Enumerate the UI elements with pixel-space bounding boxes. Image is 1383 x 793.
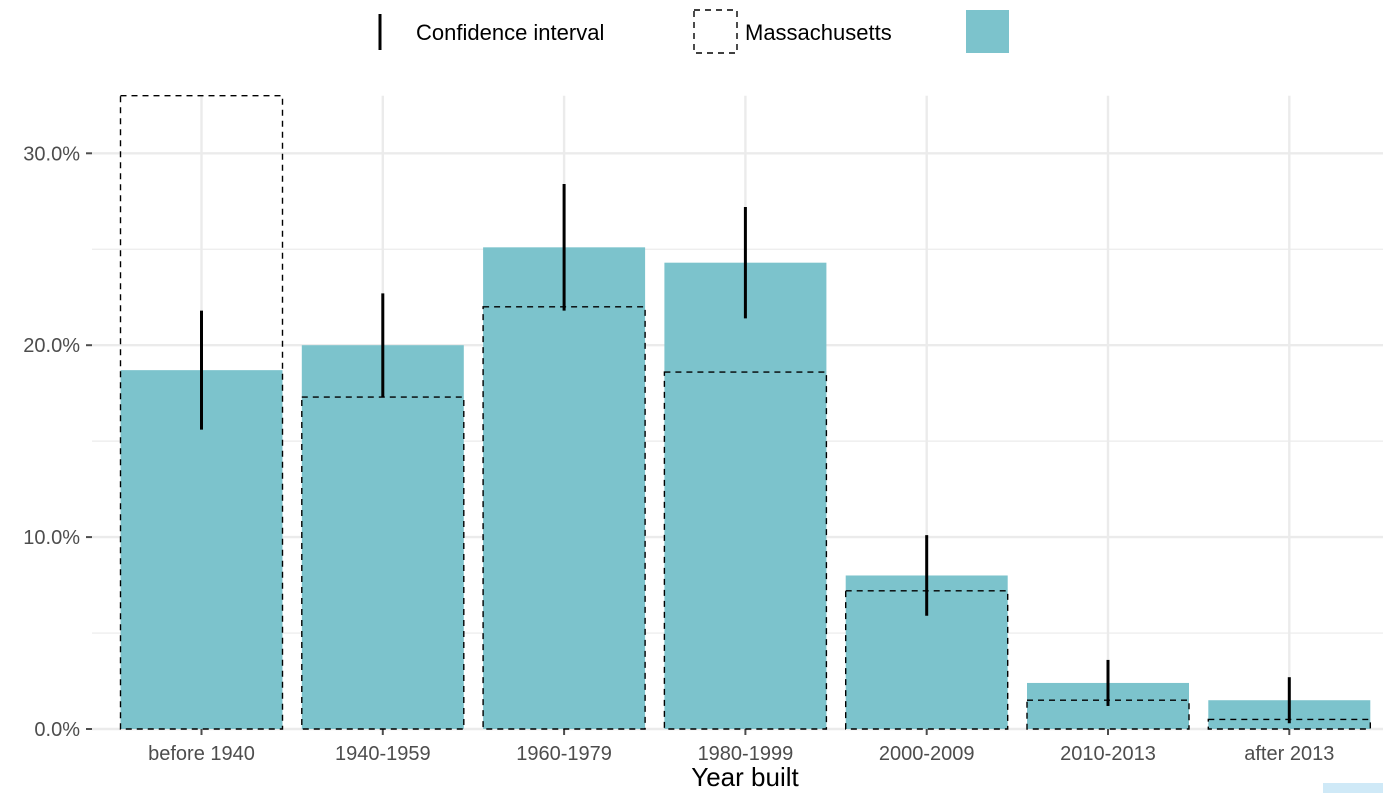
y-tick-label: 10.0%: [23, 527, 80, 549]
x-tick-label: 2000-2009: [879, 743, 975, 765]
x-tick-label: before 1940: [148, 743, 255, 765]
legend-reference-key: [693, 9, 738, 54]
reference-outline: [663, 371, 828, 730]
legend-fill-key: [966, 10, 1009, 53]
reference-outline: [119, 95, 284, 730]
y-tick-label: 20.0%: [23, 335, 80, 357]
x-tick-label: 1940-1959: [335, 743, 431, 765]
legend-reference-label: Massachusetts: [745, 20, 892, 45]
x-axis-title: Year built: [691, 762, 799, 792]
x-tick-label: after 2013: [1244, 743, 1334, 765]
error-bars: [200, 184, 1291, 724]
bars: [120, 247, 1371, 729]
legend: Confidence interval Massachusetts: [378, 9, 1009, 54]
bar: [664, 262, 827, 729]
x-tick-label: 2010-2013: [1060, 743, 1156, 765]
x-tick-label: 1980-1999: [698, 743, 794, 765]
bar: [301, 345, 464, 729]
legend-ci-label: Confidence interval: [416, 20, 604, 45]
corner-decoration: [1323, 783, 1383, 793]
x-tick-label: 1960-1979: [516, 743, 612, 765]
axis: 0.0% 10.0% 20.0% 30.0% before 1940 1940-1959 1…: [23, 143, 1334, 765]
bar: [120, 370, 283, 729]
y-tick-label: 30.0%: [23, 143, 80, 165]
y-tick-label: 0.0%: [34, 719, 80, 741]
bar: [483, 247, 646, 729]
